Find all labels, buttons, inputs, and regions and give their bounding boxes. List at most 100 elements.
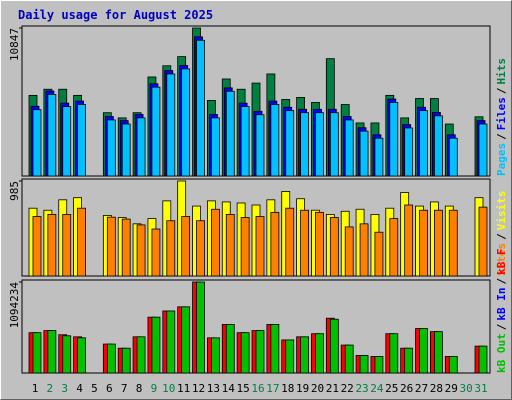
bar [77, 337, 86, 374]
legend: Pages / Files / Hits [495, 58, 508, 176]
bar [344, 226, 354, 277]
y-tick-label: 10847 [8, 28, 21, 61]
legend: kB Out / kB In / kB F [495, 248, 508, 373]
bar [374, 231, 384, 277]
legend-entry: kB F [495, 248, 508, 275]
bar [47, 214, 57, 277]
bar [225, 90, 235, 177]
bar [136, 336, 146, 374]
bar [47, 330, 57, 374]
bar [300, 336, 310, 374]
x-tick-label: 7 [121, 382, 128, 395]
x-tick-label: 21 [326, 382, 339, 395]
bar [77, 207, 86, 277]
bar [433, 115, 443, 177]
bar [225, 214, 235, 277]
chart-title: Daily usage for August 2025 [18, 8, 213, 22]
bar [478, 206, 488, 277]
bar [121, 123, 131, 177]
bar [255, 114, 265, 177]
x-tick-label: 17 [266, 382, 279, 395]
bar [32, 332, 42, 374]
x-tick-label: 19 [296, 382, 309, 395]
bar [121, 347, 131, 374]
bar [225, 323, 235, 374]
bar [196, 281, 205, 374]
x-tick-label: 24 [370, 382, 384, 395]
legend-separator: / [495, 133, 508, 140]
legend-entry: kB In [495, 288, 508, 321]
bar [359, 355, 369, 374]
bar [329, 217, 339, 277]
bar [285, 110, 295, 177]
legend-entry: Visits [495, 191, 508, 231]
bar [32, 109, 42, 177]
bar [151, 86, 161, 177]
bar [359, 130, 369, 177]
bar [181, 216, 191, 277]
legend-separator: / [495, 233, 508, 240]
x-tick-label: 18 [281, 382, 294, 395]
x-tick-label: 10 [162, 382, 175, 395]
bar [62, 106, 72, 177]
bar [151, 316, 161, 374]
bar [404, 347, 414, 374]
bar [300, 112, 310, 177]
bar [389, 333, 399, 374]
x-tick-label: 5 [91, 382, 98, 395]
legend-entry: Hits [495, 58, 508, 85]
bar [315, 333, 324, 374]
legend-entry: kB Out [495, 333, 508, 373]
bar [166, 73, 176, 177]
bar [106, 216, 116, 277]
bar [77, 104, 86, 177]
x-tick-label: 12 [192, 382, 205, 395]
bar [181, 68, 191, 177]
bar [136, 224, 146, 277]
bar [344, 119, 354, 177]
x-tick-label: 3 [61, 382, 68, 395]
bar [240, 106, 250, 177]
bar [255, 330, 265, 374]
bar [210, 117, 220, 177]
legend-separator: / [495, 87, 508, 94]
bar [166, 220, 176, 277]
x-tick-label: 14 [222, 382, 236, 395]
bar [285, 339, 295, 374]
bar [62, 214, 72, 277]
x-tick-label: 29 [445, 382, 458, 395]
bar [315, 211, 324, 277]
bar [404, 127, 414, 177]
bar [270, 104, 280, 177]
x-tick-label: 8 [136, 382, 143, 395]
bar [344, 344, 354, 374]
bar [270, 211, 280, 277]
x-tick-label: 16 [251, 382, 264, 395]
x-tick-label: 13 [207, 382, 220, 395]
legend: Sites / Visits [495, 191, 508, 277]
bar [374, 356, 384, 374]
bar [374, 137, 384, 177]
legend-entry: Pages [495, 143, 508, 176]
legend-entry: Sites [495, 243, 508, 276]
bar [448, 209, 458, 277]
bar [106, 343, 116, 374]
bar [329, 112, 339, 177]
bar [389, 102, 399, 177]
bar [419, 209, 428, 277]
bar [419, 328, 428, 374]
x-tick-label: 2 [47, 382, 54, 395]
x-tick-label: 26 [400, 382, 413, 395]
y-tick-label: 985 [8, 181, 21, 201]
bar [240, 217, 250, 277]
x-tick-label: 30 [460, 382, 473, 395]
bar [121, 218, 131, 277]
bar [106, 119, 116, 177]
bar [359, 223, 369, 277]
x-tick-label: 9 [151, 382, 158, 395]
bar [433, 209, 443, 277]
x-tick-label: 15 [237, 382, 250, 395]
bar [270, 323, 280, 374]
bar [196, 220, 205, 277]
x-tick-label: 1 [32, 382, 39, 395]
